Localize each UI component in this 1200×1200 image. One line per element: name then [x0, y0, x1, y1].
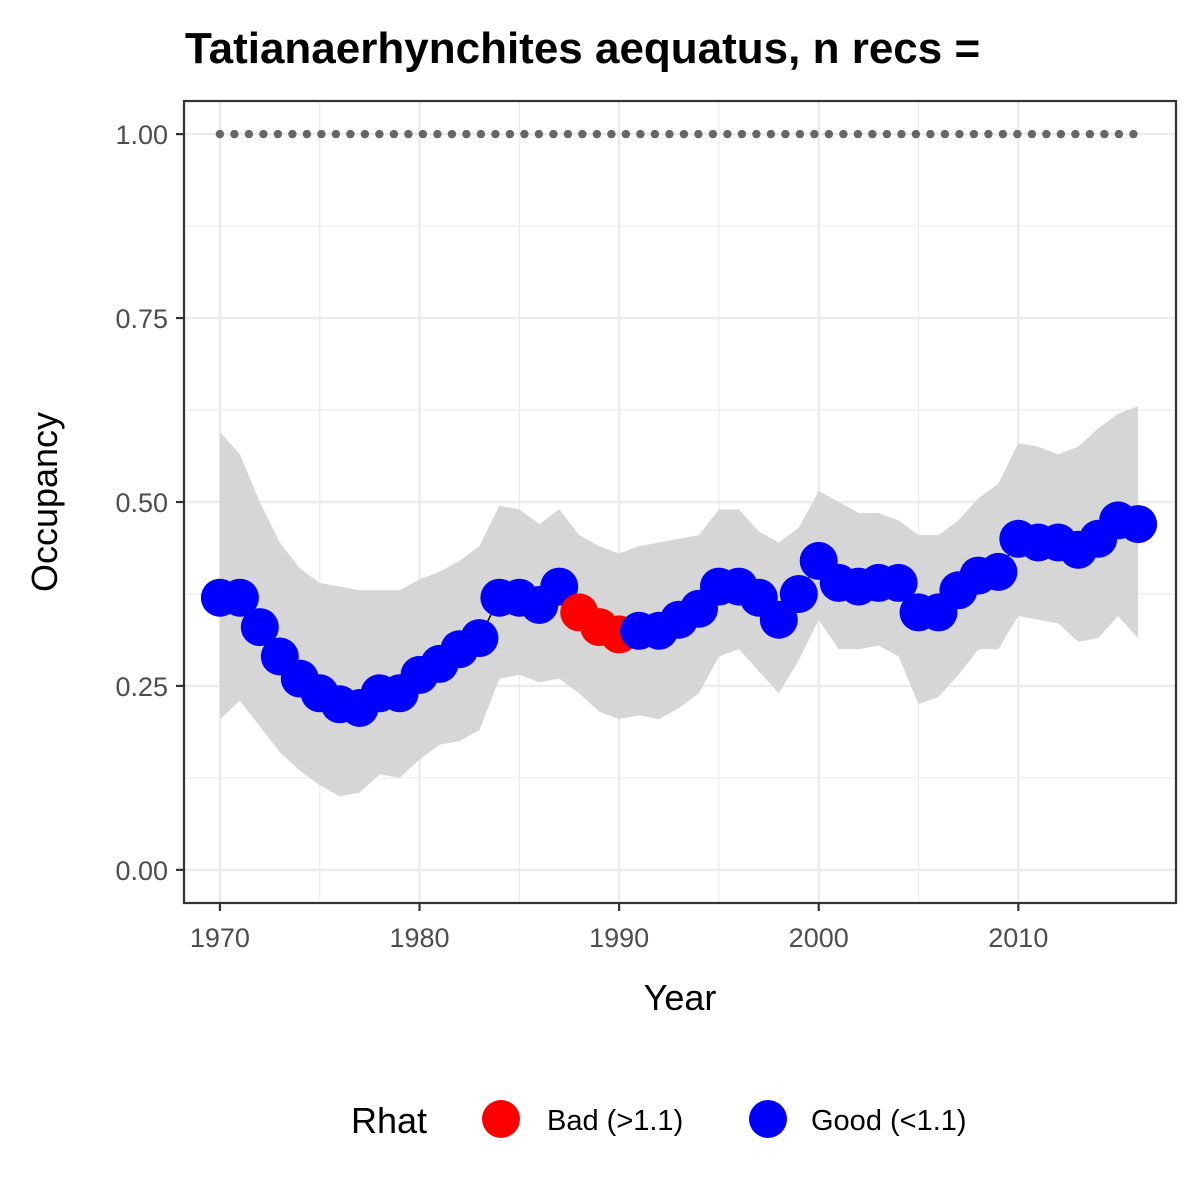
reference-line-dot	[317, 129, 326, 139]
reference-line-dot	[273, 129, 283, 139]
reference-line-dot	[723, 129, 732, 139]
reference-line-dot	[926, 129, 935, 139]
reference-line-dot	[607, 129, 616, 139]
reference-line-dot	[679, 129, 689, 139]
x-tick-label: 2000	[789, 923, 849, 953]
reference-line-dot	[520, 129, 529, 139]
occupancy-points	[200, 501, 1158, 727]
reference-line-dot	[244, 129, 254, 139]
reference-line-dot	[940, 129, 950, 139]
legend-title: Rhat	[351, 1100, 427, 1141]
reference-line-dot	[969, 129, 979, 139]
y-tick-label: 0.50	[115, 488, 168, 518]
reference-line-dot	[462, 129, 471, 139]
reference-line-dot	[534, 129, 544, 139]
reference-line-dot	[984, 129, 993, 139]
legend-label-bad: Bad (>1.1)	[547, 1105, 683, 1137]
reference-line-dot	[302, 129, 312, 139]
reference-line-dot	[752, 129, 761, 139]
x-tick-label: 1970	[190, 923, 250, 953]
reference-line-dot	[708, 129, 718, 139]
occupancy-point-2009-good	[979, 552, 1018, 591]
reference-line-dot	[1085, 129, 1095, 139]
reference-line-layer	[215, 129, 1138, 139]
reference-line-dot	[215, 129, 225, 139]
reference-line-dot	[476, 129, 486, 139]
y-tick-label: 0.75	[115, 304, 168, 334]
reference-line-dot	[766, 129, 776, 139]
chart-title: Tatianaerhynchites aequatus, n recs =	[185, 24, 980, 73]
reference-line-dot	[1114, 129, 1124, 139]
reference-line-dot	[955, 129, 964, 139]
reference-line-dot	[1129, 129, 1138, 139]
x-tick-label: 2010	[988, 923, 1048, 953]
reference-line-dot	[897, 129, 906, 139]
reference-line-dot	[418, 129, 428, 139]
reference-line-dot	[578, 129, 587, 139]
reference-line-dot	[230, 129, 239, 139]
y-tick-label: 0.00	[115, 856, 168, 886]
reference-line-dot	[375, 129, 384, 139]
reference-line-dot	[621, 129, 631, 139]
reference-line-dot	[563, 129, 573, 139]
reference-line-dot	[433, 129, 442, 139]
reference-line-dot	[389, 129, 399, 139]
reference-line-dot	[810, 129, 819, 139]
reference-line-dot	[882, 129, 892, 139]
reference-line-dot	[824, 129, 834, 139]
reference-line-dot	[331, 129, 341, 139]
reference-line-dot	[839, 129, 848, 139]
legend-label-good: Good (<1.1)	[811, 1105, 967, 1137]
reference-line-dot	[592, 129, 602, 139]
legend: Rhat Bad (>1.1) Good (<1.1)	[351, 1100, 967, 1141]
reference-line-dot	[795, 129, 805, 139]
reference-line-dot	[636, 129, 645, 139]
occupancy-point-1998-good	[759, 600, 798, 639]
x-axis-ticks: 1970 1980 1990 2000 2010	[190, 903, 1048, 953]
reference-line-dot	[1071, 129, 1080, 139]
reference-line-dot	[737, 129, 747, 139]
reference-line-dot	[1100, 129, 1109, 139]
legend-key-good	[749, 1100, 787, 1138]
occupancy-point-2004-good	[879, 563, 918, 602]
reference-line-dot	[1013, 129, 1022, 139]
reference-line-dot	[998, 129, 1008, 139]
occupancy-point-1987-good	[540, 567, 579, 606]
reference-line-dot	[259, 129, 268, 139]
x-axis-title: Year	[644, 977, 717, 1018]
reference-line-dot	[665, 129, 674, 139]
reference-line-dot	[853, 129, 863, 139]
y-axis-ticks: 0.00 0.25 0.50 0.75 1.00	[115, 120, 184, 886]
reference-line-dot	[868, 129, 877, 139]
reference-line-dot	[1027, 129, 1037, 139]
reference-line-dot	[1042, 129, 1051, 139]
reference-line-dot	[781, 129, 790, 139]
occupancy-point-1999-good	[779, 575, 818, 613]
reference-line-dot	[694, 129, 703, 139]
x-tick-label: 1980	[389, 923, 449, 953]
y-axis-title: Occupancy	[24, 412, 65, 592]
occupancy-point-1983-good	[460, 619, 499, 658]
x-tick-label: 1990	[589, 923, 649, 953]
reference-line-dot	[288, 129, 297, 139]
y-tick-label: 1.00	[115, 120, 168, 150]
reference-line-dot	[447, 129, 457, 139]
legend-key-bad	[482, 1100, 520, 1138]
occupancy-point-1972-good	[240, 608, 279, 647]
y-tick-label: 0.25	[115, 672, 168, 702]
reference-line-dot	[1056, 129, 1066, 139]
reference-line-dot	[346, 129, 355, 139]
reference-line-dot	[404, 129, 413, 139]
occupancy-point-1971-good	[220, 578, 259, 617]
reference-line-dot	[549, 129, 558, 139]
occupancy-point-2016-good	[1119, 505, 1158, 544]
reference-line-dot	[360, 129, 370, 139]
reference-line-dot	[491, 129, 500, 139]
reference-line-dot	[505, 129, 515, 139]
reference-line-dot	[911, 129, 921, 139]
reference-line-dot	[650, 129, 660, 139]
